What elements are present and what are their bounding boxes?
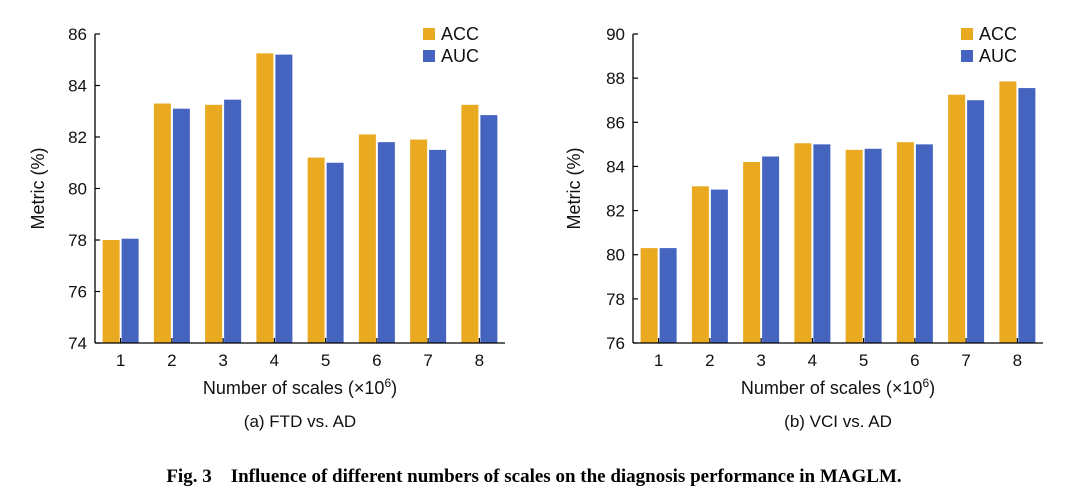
legend-label-auc: AUC [441, 46, 479, 66]
y-tick-label: 84 [68, 77, 87, 96]
bar-acc-5 [307, 157, 325, 343]
bar-auc-2 [172, 108, 190, 343]
x-tick-label: 2 [705, 351, 714, 370]
bar-auc-6 [915, 144, 933, 343]
y-tick-label: 82 [68, 128, 87, 147]
bar-acc-3 [205, 104, 223, 343]
x-axis-title-sup: 6 [384, 376, 391, 390]
bar-acc-7 [948, 94, 966, 343]
x-tick-label: 4 [270, 351, 279, 370]
x-tick-label: 5 [321, 351, 330, 370]
legend-swatch-acc [961, 28, 973, 40]
y-tick-label: 76 [606, 334, 625, 353]
y-tick-label: 76 [68, 283, 87, 302]
x-tick-label: 7 [423, 351, 432, 370]
legend-swatch-auc [423, 50, 435, 62]
bar-auc-1 [659, 248, 677, 343]
bar-auc-1 [121, 238, 139, 343]
subcaption: (b) VCI vs. AD [784, 412, 892, 431]
legend-swatch-auc [961, 50, 973, 62]
bar-auc-4 [275, 54, 293, 343]
x-tick-label: 5 [859, 351, 868, 370]
x-axis-title: Number of scales (×106) [741, 376, 935, 398]
x-tick-label: 3 [218, 351, 227, 370]
y-tick-label: 78 [68, 231, 87, 250]
y-tick-label: 86 [68, 25, 87, 44]
bar-auc-8 [1018, 88, 1036, 343]
bar-acc-4 [794, 143, 812, 343]
x-tick-label: 6 [910, 351, 919, 370]
bar-acc-1 [640, 248, 658, 343]
x-tick-label: 1 [116, 351, 125, 370]
y-tick-label: 84 [606, 157, 625, 176]
bar-auc-5 [864, 148, 882, 343]
x-axis-title-sup: 6 [922, 376, 929, 390]
y-tick-label: 86 [606, 113, 625, 132]
bar-auc-3 [762, 156, 780, 343]
y-tick-label: 82 [606, 202, 625, 221]
x-tick-label: 3 [756, 351, 765, 370]
y-tick-label: 88 [606, 69, 625, 88]
subcaption: (a) FTD vs. AD [244, 412, 356, 431]
bar-acc-6 [896, 142, 914, 343]
bar-acc-7 [410, 139, 428, 343]
bar-acc-6 [358, 134, 376, 343]
x-axis-title: Number of scales (×106) [203, 376, 397, 398]
legend-swatch-acc [423, 28, 435, 40]
legend-label-acc: ACC [979, 24, 1017, 44]
y-axis-title: Metric (%) [564, 148, 584, 230]
bar-acc-8 [999, 81, 1017, 343]
x-tick-label: 8 [475, 351, 484, 370]
legend-label-acc: ACC [441, 24, 479, 44]
y-tick-label: 90 [606, 25, 625, 44]
bar-auc-3 [224, 99, 242, 343]
x-tick-label: 4 [808, 351, 817, 370]
bar-acc-2 [691, 186, 709, 343]
legend-label-auc: AUC [979, 46, 1017, 66]
bar-auc-8 [480, 115, 498, 343]
bar-acc-4 [256, 53, 274, 343]
x-axis-title-main: Number of scales (×10 [203, 378, 385, 398]
x-axis-title-end: ) [391, 378, 397, 398]
bar-acc-8 [461, 104, 479, 343]
caption-label: Fig. 3 [166, 466, 212, 487]
bar-auc-7 [429, 149, 447, 343]
bar-auc-4 [813, 144, 831, 343]
y-tick-label: 74 [68, 334, 87, 353]
x-tick-label: 2 [167, 351, 176, 370]
y-tick-label: 80 [68, 180, 87, 199]
x-tick-label: 8 [1013, 351, 1022, 370]
y-axis-title: Metric (%) [28, 148, 48, 230]
y-tick-label: 78 [606, 290, 625, 309]
bar-auc-5 [326, 162, 344, 343]
figure-caption: Fig. 3 Influence of different numbers of… [0, 466, 1068, 488]
bar-auc-6 [377, 142, 395, 343]
caption-text: Influence of different numbers of scales… [230, 466, 902, 487]
bar-acc-3 [743, 162, 761, 343]
y-tick-label: 80 [606, 246, 625, 265]
x-tick-label: 6 [372, 351, 381, 370]
bar-auc-7 [967, 100, 985, 343]
bar-acc-5 [845, 149, 863, 343]
x-tick-label: 1 [654, 351, 663, 370]
bar-auc-2 [710, 189, 728, 343]
x-tick-label: 7 [961, 351, 970, 370]
x-axis-title-end: ) [929, 378, 935, 398]
x-axis-title-main: Number of scales (×10 [741, 378, 923, 398]
bar-acc-1 [102, 240, 120, 343]
bar-acc-2 [153, 103, 171, 344]
